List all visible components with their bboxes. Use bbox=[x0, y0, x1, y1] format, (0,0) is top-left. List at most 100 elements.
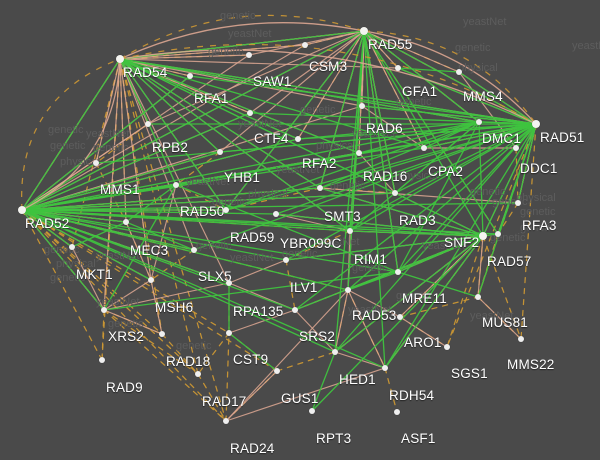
node-label-rad18[interactable]: RAD18 bbox=[166, 354, 211, 369]
graph-node-rad17[interactable] bbox=[195, 371, 201, 377]
node-label-smt3[interactable]: SMT3 bbox=[324, 209, 361, 224]
graph-node-mms22[interactable] bbox=[518, 336, 524, 342]
node-label-rad16[interactable]: RAD16 bbox=[363, 169, 408, 184]
graph-node-mms1[interactable] bbox=[93, 160, 99, 166]
graph-node-rfa3[interactable] bbox=[515, 200, 521, 206]
graph-node-rfa2[interactable] bbox=[295, 136, 301, 142]
graph-node-rad54[interactable] bbox=[116, 55, 124, 63]
graph-node-ctf4[interactable] bbox=[247, 110, 253, 116]
graph-node-rpt3[interactable] bbox=[309, 408, 315, 414]
node-label-mms4[interactable]: MMS4 bbox=[463, 89, 503, 104]
node-label-slx5[interactable]: SLX5 bbox=[198, 269, 232, 284]
node-label-rad59[interactable]: RAD59 bbox=[230, 230, 275, 245]
graph-node-rad18[interactable] bbox=[159, 331, 165, 337]
graph-node-rad51[interactable] bbox=[532, 120, 540, 128]
graph-node-rad59[interactable] bbox=[223, 207, 229, 213]
graph-node-rad6[interactable] bbox=[359, 103, 365, 109]
node-label-rim1[interactable]: RIM1 bbox=[354, 252, 388, 267]
graph-node-msh6[interactable] bbox=[148, 277, 154, 283]
graph-node-slx5[interactable] bbox=[191, 247, 197, 253]
graph-node-rad57[interactable] bbox=[495, 231, 501, 237]
graph-node-rad16[interactable] bbox=[356, 150, 362, 156]
node-label-rad3[interactable]: RAD3 bbox=[399, 213, 436, 228]
graph-node-mre11[interactable] bbox=[395, 269, 401, 275]
node-label-mec3[interactable]: MEC3 bbox=[130, 243, 169, 258]
node-label-rad57[interactable]: RAD57 bbox=[487, 254, 532, 269]
node-label-mms22[interactable]: MMS22 bbox=[507, 357, 555, 372]
node-label-rad17[interactable]: RAD17 bbox=[202, 394, 247, 409]
graph-node-mkt1[interactable] bbox=[69, 244, 75, 250]
graph-node-csm3[interactable] bbox=[302, 42, 308, 48]
node-label-gus1[interactable]: GUS1 bbox=[281, 391, 319, 406]
graph-node-smt3[interactable] bbox=[317, 185, 323, 191]
graph-node-rad9[interactable] bbox=[99, 357, 105, 363]
graph-node-rad52[interactable] bbox=[18, 206, 26, 214]
node-label-cst9[interactable]: CST9 bbox=[233, 352, 269, 367]
graph-node-xrs2[interactable] bbox=[101, 307, 107, 313]
graph-node-rad24[interactable] bbox=[223, 418, 229, 424]
node-label-mre11[interactable]: MRE11 bbox=[402, 291, 448, 306]
graph-node-rad50[interactable] bbox=[173, 182, 179, 188]
graph-node-rad3[interactable] bbox=[392, 190, 398, 196]
node-label-rpa135[interactable]: RPA135 bbox=[233, 304, 284, 319]
graph-node-hed1[interactable] bbox=[332, 349, 338, 355]
node-label-saw1[interactable]: SAW1 bbox=[253, 74, 292, 89]
node-label-rad6[interactable]: RAD6 bbox=[366, 121, 403, 136]
graph-node-ddc1[interactable] bbox=[513, 145, 519, 151]
node-label-snf2[interactable]: SNF2 bbox=[444, 235, 480, 250]
node-label-mkt1[interactable]: MKT1 bbox=[76, 267, 113, 282]
node-label-rad52[interactable]: RAD52 bbox=[25, 216, 70, 231]
node-label-asf1[interactable]: ASF1 bbox=[401, 431, 436, 446]
graph-node-mms4[interactable] bbox=[456, 69, 462, 75]
node-label-yhb1[interactable]: YHB1 bbox=[224, 170, 261, 185]
node-label-dmc1[interactable]: DMC1 bbox=[482, 131, 522, 146]
graph-node-ilv1[interactable] bbox=[283, 257, 289, 263]
graph-node-srs2[interactable] bbox=[292, 307, 298, 313]
graph-node-rim1[interactable] bbox=[347, 228, 353, 234]
node-label-ilv1[interactable]: ILV1 bbox=[290, 280, 318, 295]
graph-node-mec3[interactable] bbox=[123, 219, 129, 225]
graph-node-rdh54[interactable] bbox=[382, 365, 388, 371]
node-label-rad50[interactable]: RAD50 bbox=[180, 204, 225, 219]
graph-node-cpa2[interactable] bbox=[421, 145, 427, 151]
node-label-msh6[interactable]: MSH6 bbox=[155, 300, 194, 315]
graph-node-asf1[interactable] bbox=[394, 409, 400, 415]
node-label-rad55[interactable]: RAD55 bbox=[368, 37, 413, 52]
node-label-mms1[interactable]: MMS1 bbox=[100, 182, 140, 197]
graph-node-gus1[interactable] bbox=[274, 368, 280, 374]
graph-node-rpb2[interactable] bbox=[145, 121, 151, 127]
node-label-rpt3[interactable]: RPT3 bbox=[316, 431, 352, 446]
graph-node-rpa135[interactable] bbox=[226, 280, 232, 286]
node-label-ctf4[interactable]: CTF4 bbox=[254, 131, 289, 146]
node-label-rdh54[interactable]: RDH54 bbox=[389, 388, 435, 403]
node-label-ybr099c[interactable]: YBR099C bbox=[280, 236, 342, 251]
graph-node-rad53[interactable] bbox=[345, 287, 351, 293]
node-label-cpa2[interactable]: CPA2 bbox=[428, 164, 464, 179]
node-label-xrs2[interactable]: XRS2 bbox=[108, 329, 145, 344]
node-label-srs2[interactable]: SRS2 bbox=[299, 329, 336, 344]
graph-node-gfa1[interactable] bbox=[395, 65, 401, 71]
node-label-rpb2[interactable]: RPB2 bbox=[152, 140, 189, 155]
graph-node-rfa1[interactable] bbox=[187, 73, 193, 79]
node-label-rad54[interactable]: RAD54 bbox=[123, 65, 168, 80]
graph-node-aro1[interactable] bbox=[397, 314, 403, 320]
node-label-ddc1[interactable]: DDC1 bbox=[520, 161, 558, 176]
node-label-sgs1[interactable]: SGS1 bbox=[451, 366, 488, 381]
node-label-csm3[interactable]: CSM3 bbox=[309, 59, 348, 74]
graph-node-dmc1[interactable] bbox=[476, 119, 482, 125]
node-label-rfa1[interactable]: RFA1 bbox=[194, 91, 229, 106]
node-label-gfa1[interactable]: GFA1 bbox=[402, 84, 438, 99]
node-label-rad24[interactable]: RAD24 bbox=[230, 441, 275, 456]
graph-node-mus81[interactable] bbox=[475, 294, 481, 300]
graph-node-ybr099c[interactable] bbox=[273, 211, 279, 217]
graph-node-saw1[interactable] bbox=[246, 52, 252, 58]
node-label-hed1[interactable]: HED1 bbox=[339, 372, 376, 387]
graph-node-yhb1[interactable] bbox=[217, 149, 223, 155]
graph-node-rad55[interactable] bbox=[360, 27, 368, 35]
node-label-rfa3[interactable]: RFA3 bbox=[522, 218, 557, 233]
graph-node-sgs1[interactable] bbox=[444, 344, 450, 350]
graph-node-snf2[interactable] bbox=[479, 232, 487, 240]
node-label-rad51[interactable]: RAD51 bbox=[540, 130, 585, 145]
node-label-rad53[interactable]: RAD53 bbox=[352, 308, 397, 323]
